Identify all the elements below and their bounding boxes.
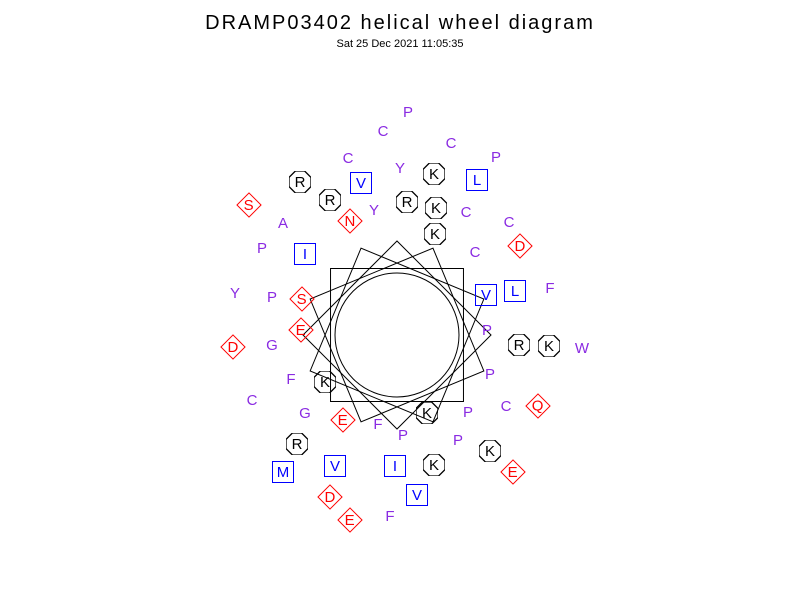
residue-R: R xyxy=(286,433,308,455)
residue-V: V xyxy=(475,284,497,306)
residue-A: A xyxy=(272,212,294,234)
residue-K: K xyxy=(416,402,438,424)
residue-C: C xyxy=(372,120,394,142)
residue-K: K xyxy=(425,197,447,219)
residue-I: I xyxy=(384,455,406,477)
residue-Y: Y xyxy=(363,199,385,221)
residue-P: P xyxy=(261,286,283,308)
residue-C: C xyxy=(495,395,517,417)
residue-C: C xyxy=(241,389,263,411)
residue-C: C xyxy=(498,211,520,233)
residue-F: F xyxy=(280,368,302,390)
residue-P: P xyxy=(447,429,469,451)
residue-C: C xyxy=(440,132,462,154)
residue-C: C xyxy=(337,147,359,169)
residue-P: P xyxy=(392,424,414,446)
residue-Y: Y xyxy=(389,157,411,179)
residue-L: L xyxy=(466,169,488,191)
residue-P: P xyxy=(476,319,498,341)
residue-P: P xyxy=(251,237,273,259)
residue-F: F xyxy=(367,413,389,435)
residue-F: F xyxy=(539,277,561,299)
residue-K: K xyxy=(423,454,445,476)
residue-F: F xyxy=(379,505,401,527)
residue-K: K xyxy=(424,223,446,245)
residue-P: P xyxy=(397,101,419,123)
residue-R: R xyxy=(319,189,341,211)
residue-P: P xyxy=(479,363,501,385)
residue-Y: Y xyxy=(224,282,246,304)
residue-C: C xyxy=(455,201,477,223)
residue-M: M xyxy=(272,461,294,483)
residue-L: L xyxy=(504,280,526,302)
residue-V: V xyxy=(350,172,372,194)
residue-C: C xyxy=(464,241,486,263)
residue-K: K xyxy=(314,371,336,393)
residue-R: R xyxy=(396,191,418,213)
residue-R: R xyxy=(289,171,311,193)
residue-W: W xyxy=(571,337,593,359)
residue-P: P xyxy=(457,401,479,423)
residue-K: K xyxy=(479,440,501,462)
residue-V: V xyxy=(324,455,346,477)
residue-R: R xyxy=(508,334,530,356)
residue-I: I xyxy=(294,243,316,265)
residue-K: K xyxy=(423,163,445,185)
residue-K: K xyxy=(538,335,560,357)
residue-P: P xyxy=(485,146,507,168)
residue-V: V xyxy=(406,484,428,506)
residue-G: G xyxy=(261,334,283,356)
residue-G: G xyxy=(294,402,316,424)
